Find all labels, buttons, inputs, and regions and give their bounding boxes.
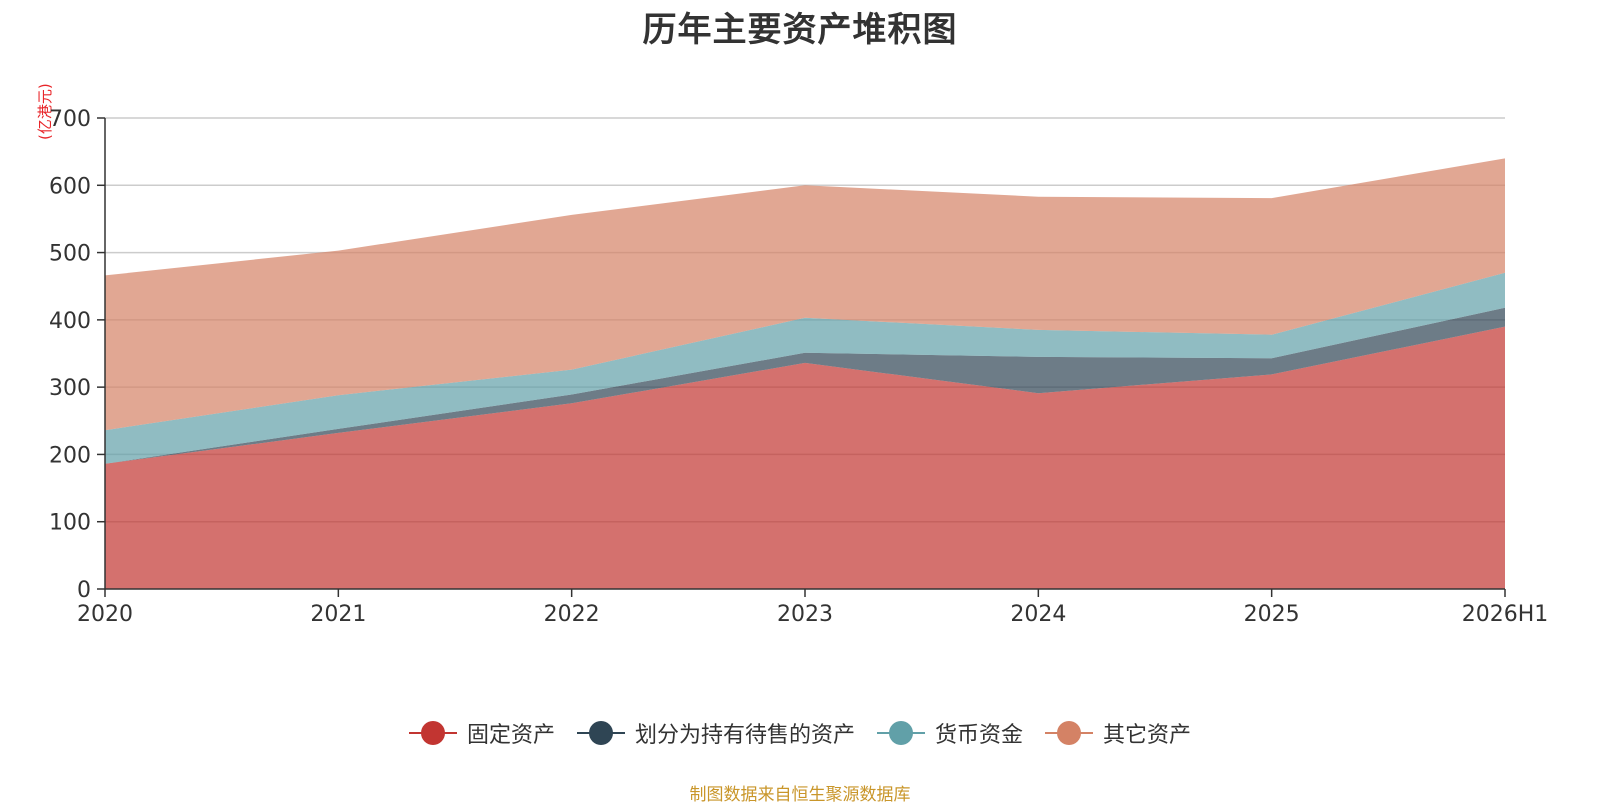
legend-marker	[408, 721, 457, 745]
legend-item-3[interactable]: 货币资金	[877, 717, 1023, 749]
y-tick-label: 300	[49, 376, 91, 401]
y-tick-label: 200	[49, 443, 91, 468]
legend-label: 划分为持有待售的资产	[634, 723, 855, 748]
y-tick-label: 100	[49, 511, 91, 536]
legend-label: 固定资产	[466, 723, 555, 748]
legend-label: 其它资产	[1103, 723, 1192, 748]
x-tick-label: 2024	[1010, 602, 1066, 627]
area-series-4	[105, 158, 1505, 431]
legend-marker	[877, 721, 925, 745]
y-tick-label: 0	[77, 578, 91, 603]
y-tick-label: 400	[49, 309, 91, 334]
x-tick-label: 2020	[77, 602, 133, 627]
legend-item-4[interactable]: 其它资产	[1045, 717, 1191, 749]
x-tick-label: 2022	[544, 602, 600, 627]
y-tick-label: 600	[49, 174, 91, 199]
chart-title: 历年主要资产堆积图	[642, 10, 958, 50]
legend-marker	[1045, 721, 1094, 745]
legend-dot	[1057, 721, 1082, 745]
legend-dot	[588, 721, 613, 745]
legend-label: 货币资金	[935, 723, 1024, 748]
legend-item-1[interactable]: 固定资产	[408, 717, 555, 749]
legend-dot	[889, 721, 913, 745]
x-tick-label: 2025	[1244, 602, 1300, 627]
x-tick-label: 2021	[310, 602, 366, 627]
y-tick-label: 700	[49, 107, 91, 132]
y-tick-label: 500	[49, 242, 91, 267]
chart-legend: 固定资产 划分为持有待售的资产 货币资金 其它资产	[0, 717, 1600, 749]
x-tick-label: 2023	[777, 602, 833, 627]
area-chart: 0 100 200 300 400 500 600 700 2020 2021 2022 2023 20…	[49, 107, 1549, 627]
area-series-1	[105, 326, 1505, 589]
legend-item-2[interactable]: 划分为持有待售的资产	[576, 717, 855, 749]
data-source-note: 制图数据来自恒生聚源数据库	[689, 785, 911, 805]
legend-dot	[420, 721, 445, 745]
x-tick-label: 2026H1	[1462, 602, 1549, 627]
legend-marker	[576, 721, 625, 745]
